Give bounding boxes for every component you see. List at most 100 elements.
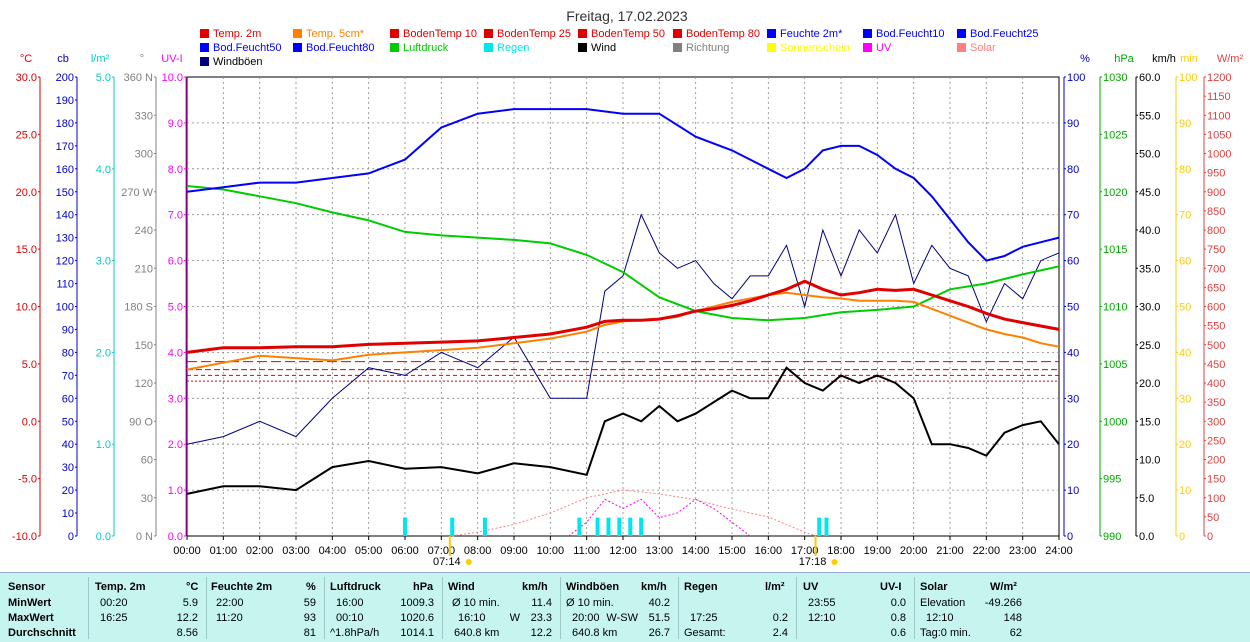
axis-tick-label: 100	[1179, 72, 1197, 84]
stats-max-rain-value: 0.2	[772, 612, 788, 624]
stats-max-solar-time: 12:10	[926, 612, 954, 624]
series-line	[186, 279, 1060, 354]
axis-tick-label: 15.0	[1139, 416, 1160, 428]
stats-divider	[324, 577, 325, 639]
axis-tick-label: 1.0	[168, 485, 183, 497]
axis-tick-label: 30	[1067, 393, 1079, 405]
series-line	[186, 291, 1060, 371]
stats-header-press-unit: hPa	[413, 581, 434, 593]
stats-max-gust-time: 20:00	[572, 612, 600, 624]
stats-max-temp-time: 16:25	[100, 612, 128, 624]
legend-swatch	[484, 29, 493, 38]
axis-unit-label: UV-I	[161, 53, 182, 65]
axis-tick-label: 90	[62, 324, 74, 336]
axis-tick-label: 2.0	[96, 347, 111, 359]
x-tick-label: 05:00	[355, 545, 383, 557]
legend-label: Bod.Feucht25	[970, 28, 1039, 40]
axis-tick-label: 800	[1207, 225, 1225, 237]
axis-unit-label: km/h	[1152, 53, 1176, 65]
stats-min-solar-time: Elevation	[920, 597, 966, 609]
axis-tick-label: 90	[1179, 118, 1191, 130]
axis-unit-label: %	[1080, 53, 1090, 65]
stats-header-temp-unit: °C	[186, 581, 199, 593]
axis-tick-label: 300	[1207, 416, 1225, 428]
x-tick-label: 16:00	[755, 545, 783, 557]
stats-max-wind-dir: W	[509, 612, 520, 624]
x-tick-label: 17:00	[791, 545, 819, 557]
axis-tick-label: 70	[62, 370, 74, 382]
axis-tick-label: 0	[1067, 531, 1073, 543]
x-tick-label: 15:00	[718, 545, 746, 557]
legend-label: Windböen	[213, 56, 263, 68]
stats-header-press: Luftdruck	[330, 581, 381, 593]
axis-unit-label: W/m²	[1217, 53, 1244, 65]
stats-row-avg-label: Durchschnitt	[8, 627, 76, 639]
axis-tick-label: 30.0	[16, 72, 37, 84]
x-tick-label: 23:00	[1009, 545, 1037, 557]
axis-tick-label: 1010	[1103, 302, 1127, 314]
stats-header-solar-unit: W/m²	[990, 581, 1017, 593]
sun-icon	[465, 559, 472, 565]
axis-tick-label: 1150	[1207, 91, 1231, 103]
stats-min-gust-time: Ø 10 min.	[566, 597, 614, 609]
legend-swatch	[390, 29, 399, 38]
axis-tick-label: 900	[1207, 187, 1225, 199]
stats-min-press-time: 16:00	[336, 597, 364, 609]
stats-avg-gust-time: 640.8 km	[572, 627, 618, 639]
axis-tick-label: 4.0	[168, 347, 183, 359]
x-tick-label: 10:00	[537, 545, 565, 557]
axis-tick-label: 40	[62, 439, 74, 451]
axis-tick-label: 150	[135, 340, 153, 352]
stats-avg-gust-value: 26.7	[648, 627, 670, 639]
stats-header-hum: Feuchte 2m	[211, 581, 273, 593]
legend-swatch	[578, 43, 587, 52]
axis-tick-label: 25.0	[16, 129, 37, 141]
axis-tick-label: 850	[1207, 206, 1225, 218]
axis-tick-label: 10.0	[1139, 455, 1160, 467]
legend-label: Feuchte 2m*	[780, 28, 843, 40]
axis-tick-label: 30	[62, 462, 74, 474]
rain-bar	[577, 517, 582, 536]
axis-tick-label: 4.0	[96, 164, 111, 176]
legend-label: BodenTemp 80	[686, 28, 760, 40]
axis-tick-label: 8.0	[168, 164, 183, 176]
axis-tick-label: 80	[1067, 164, 1079, 176]
legend-label: BodenTemp 25	[497, 28, 571, 40]
axis-tick-label: 130	[56, 233, 74, 245]
rain-bar	[639, 517, 644, 536]
stats-max-uv-value: 0.8	[890, 612, 906, 624]
legend-swatch	[293, 29, 302, 38]
stats-header-rain: Regen	[684, 581, 718, 593]
axis-tick-label: 3.0	[168, 393, 183, 405]
axis-tick-label: 3.0	[96, 256, 111, 268]
axis-tick-label: 995	[1103, 474, 1121, 486]
legend-label: BodenTemp 10	[403, 28, 477, 40]
stats-min-temp-time: 00:20	[100, 597, 128, 609]
stats-table: Sensor Temp. 2m °C Feuchte 2m % Luftdruc…	[0, 572, 1250, 642]
axis-tick-label: 110	[56, 279, 74, 291]
chart-marks	[186, 108, 1060, 537]
stats-avg-wind-value: 12.2	[530, 627, 552, 639]
axis-tick-label: 990	[1103, 531, 1121, 543]
axis-tick-label: 650	[1207, 282, 1225, 294]
axis-tick-label: 15.0	[16, 244, 37, 256]
rain-bar	[595, 517, 600, 536]
axis-tick-label: 140	[56, 210, 74, 222]
axis-tick-label: 0	[1179, 531, 1185, 543]
series-line	[568, 498, 751, 537]
legend-swatch	[957, 29, 966, 38]
x-tick-label: 11:00	[573, 545, 600, 557]
axis-tick-label: 180	[56, 118, 74, 130]
chart-legend: Temp. 2m Temp. 5cm* BodenTemp 10 BodenTemp …	[200, 28, 1039, 68]
axis-tick-label: 20.0	[16, 187, 37, 199]
stats-max-wind-value: 23.3	[530, 612, 552, 624]
axis-tick-label: 200	[56, 72, 74, 84]
axis-tick-label: 10	[1067, 485, 1079, 497]
series-line	[186, 108, 1060, 262]
axis-tick-label: 600	[1207, 302, 1225, 314]
axis-tick-label: 350	[1207, 397, 1225, 409]
axis-tick-label: -5.0	[18, 474, 37, 486]
axis-tick-label: 210	[135, 263, 153, 275]
axis-tick-label: 120	[135, 378, 153, 390]
axis-tick-label: 70	[1067, 210, 1079, 222]
